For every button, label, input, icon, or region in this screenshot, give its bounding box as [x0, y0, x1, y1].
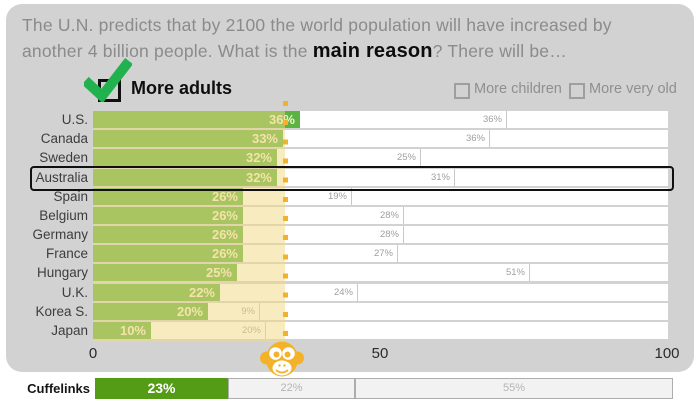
- chart-row: Belgium 28% 26%: [28, 207, 676, 224]
- benchmark-segment-more-adults: 23%: [95, 378, 228, 399]
- bar-segment-more-adults: 33%: [93, 130, 283, 147]
- country-label: U.K.: [61, 285, 88, 300]
- x-axis-tick-0: 0: [88, 345, 98, 362]
- checkbox-more-very-old[interactable]: [569, 83, 585, 99]
- chart-row: Japan 20% 10%: [28, 322, 676, 339]
- x-axis-tick-100: 100: [654, 345, 680, 362]
- bar-track: 9% 20%: [93, 303, 668, 320]
- bar-track: 28% 26%: [93, 226, 668, 243]
- chart-row: Hungary 51% 25%: [28, 264, 676, 281]
- chart-rows: U.S. 36% 36% Canada 36% 33% Sweden 25% 32% Austra…: [28, 101, 676, 348]
- benchmark-segment-more-very-old: 55%: [355, 378, 673, 399]
- chart-row: Germany 28% 26%: [28, 226, 676, 243]
- chart-row: France 27% 26%: [28, 245, 676, 262]
- bar-track: 28% 26%: [93, 207, 668, 224]
- bar-segment-more-adults: 26%: [93, 245, 243, 262]
- bar-segment-more-adults: 25%: [93, 264, 237, 281]
- bar-track: 25% 32%: [93, 149, 668, 166]
- bar-segment-more-children: 31%: [277, 169, 455, 186]
- bar-track: 24% 22%: [93, 284, 668, 301]
- bar-segment-more-adults: 22%: [93, 284, 220, 301]
- checkbox-more-children[interactable]: [454, 83, 470, 99]
- monkey-face-icon: [260, 341, 304, 377]
- bar-segment-more-children: 24%: [220, 284, 358, 301]
- title-line2-prefix: another 4 billion people. What is the: [22, 41, 313, 61]
- x-axis-tick-50: 50: [371, 345, 389, 362]
- bar-segment-more-children: 9%: [208, 303, 260, 320]
- country-label: Hungary: [36, 265, 88, 280]
- country-label: Australia: [35, 170, 88, 185]
- bar-segment-more-children: 27%: [243, 245, 398, 262]
- country-label: Sweden: [39, 150, 88, 165]
- bar-segment-more-children: 51%: [237, 264, 530, 281]
- country-label: Canada: [40, 131, 88, 146]
- chart-row: U.K. 24% 22%: [28, 284, 676, 301]
- bar-segment-more-children: 36%: [300, 111, 507, 128]
- bar-track: 20% 10%: [93, 322, 668, 339]
- country-label: Korea S.: [35, 304, 88, 319]
- benchmark-segment-more-children: 22%: [228, 378, 355, 399]
- bar-segment-more-children: 28%: [243, 207, 404, 224]
- bar-segment-more-children: 28%: [243, 226, 404, 243]
- country-label: Belgium: [39, 208, 88, 223]
- bar-track: 51% 25%: [93, 264, 668, 281]
- benchmark-label: Cuffelinks: [27, 381, 90, 396]
- highlighted-row-outline: [30, 166, 674, 191]
- country-label: Spain: [53, 189, 88, 204]
- bar-segment-more-adults: 36%: [93, 111, 300, 128]
- country-label: Japan: [51, 323, 88, 338]
- bar-segment-more-children: 19%: [243, 188, 352, 205]
- checkmark-icon: [84, 58, 132, 102]
- option-label-more-very-old[interactable]: More very old: [589, 81, 677, 97]
- bar-track: 36% 33%: [93, 130, 668, 147]
- bar-segment-more-adults: 10%: [93, 322, 151, 339]
- chart-row: U.S. 36% 36%: [28, 111, 676, 128]
- country-label: U.S.: [61, 112, 88, 127]
- country-label: Germany: [32, 227, 88, 242]
- bar-segment-more-adults: 26%: [93, 226, 243, 243]
- option-label-more-children[interactable]: More children: [474, 81, 562, 97]
- option-label-more-adults[interactable]: More adults: [131, 78, 233, 98]
- bar-segment-more-adults: 26%: [93, 207, 243, 224]
- bar-segment-more-children: 20%: [151, 322, 266, 339]
- bar-track: 27% 26%: [93, 245, 668, 262]
- question-title: The U.N. predicts that by 2100 the world…: [22, 12, 682, 64]
- chart-row: Canada 36% 33%: [28, 130, 676, 147]
- chart-row: Australia 31% 32%: [28, 166, 676, 191]
- title-line2-suffix: ? There will be…: [432, 41, 567, 61]
- country-label: France: [45, 246, 88, 261]
- title-emphasis: main reason: [312, 40, 433, 62]
- chart-row: Sweden 25% 32%: [28, 149, 676, 166]
- bar-segment-more-children: 25%: [277, 149, 421, 166]
- bar-track: 36% 36%: [93, 111, 668, 128]
- title-line1: The U.N. predicts that by 2100 the world…: [22, 15, 612, 35]
- chart-row: Korea S. 9% 20%: [28, 303, 676, 320]
- bar-segment-more-children: 36%: [283, 130, 490, 147]
- bar-segment-more-adults: 20%: [93, 303, 208, 320]
- bar-segment-more-adults: 32%: [93, 149, 277, 166]
